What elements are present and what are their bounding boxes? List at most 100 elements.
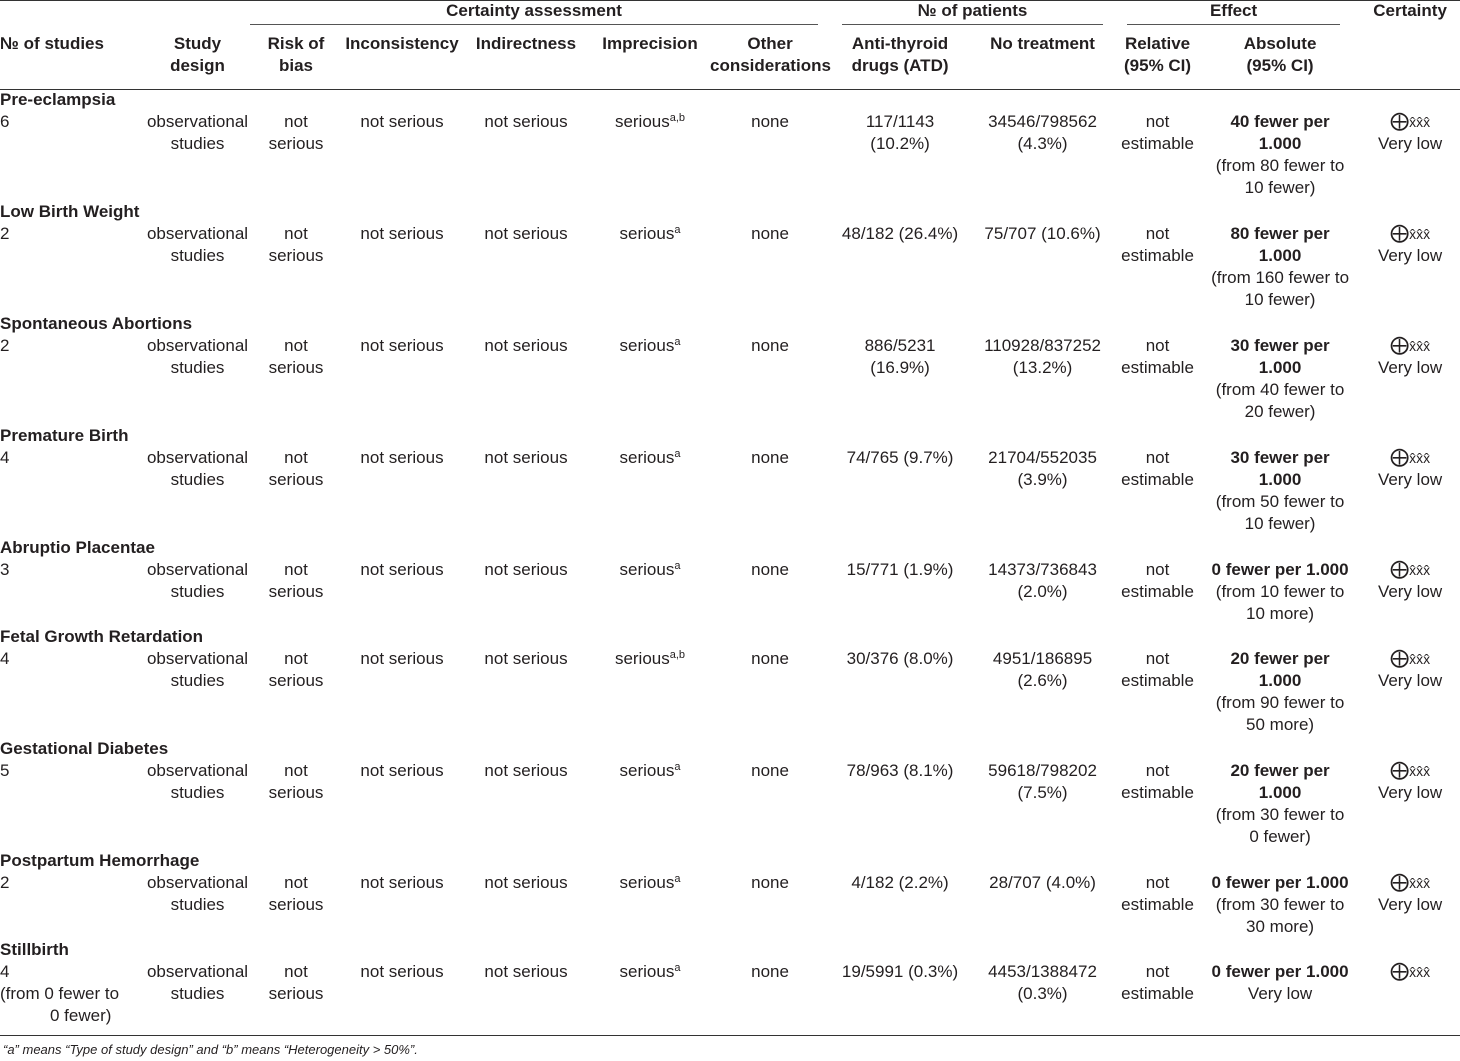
table-row: 5 observational studies not serious not serio… [0,760,1460,850]
cell-studies: 4 [0,649,10,668]
cell-no-treatment: 110928/837252 (13.2%) [984,336,1101,377]
cell-inconsistency: not serious [360,336,444,355]
cell-relative: not estimable [1121,560,1194,601]
cell-certainty: ⨁x̂x̂x̂ Very low [1360,335,1460,425]
certainty-label: Very low [1377,246,1443,265]
table-row: 4 observational studies not serious not serio… [0,447,1460,537]
outcome-title: Pre-eclampsia [0,90,116,109]
outcome-title: Premature Birth [0,426,129,445]
cell-relative: not estimable [1121,962,1194,1003]
certainty-label: Very low [1377,895,1443,914]
cell-imprecision: seriousa [619,560,681,579]
outcome-title: Spontaneous Abortions [0,314,193,333]
cell-anti-thyroid-drugs: 4/182 (2.2%) [851,873,949,892]
group-patients: № of patients [830,0,1115,33]
outcome-title-row: Pre-eclampsia [0,89,1460,111]
cell-studies: 2 [0,224,10,243]
table-row: 3 observational studies not serious not serio… [0,559,1460,626]
cell-certainty: ⨁x̂x̂x̂ Very low [1360,760,1460,850]
outcome-title: Stillbirth [0,940,69,959]
cell-study-design: observational studies [146,962,249,1003]
cell-studies: 4 [0,448,10,467]
cell-certainty: ⨁x̂x̂x̂ Very low [1360,872,1460,939]
cell-anti-thyroid-drugs: 19/5991 (0.3%) [841,962,959,981]
col-inconsistency: Inconsistency [345,34,459,53]
certainty-label: Very low [1377,783,1443,802]
cell-inconsistency: not serious [360,560,444,579]
cell-risk-of-bias: not serious [268,560,324,601]
cell-study-design: observational studies [146,649,249,690]
outcome-title-row: Fetal Growth Retardation [0,626,1460,648]
cell-imprecision: seriousa [619,873,681,892]
outcome-title-row: Stillbirth [0,939,1460,961]
cell-other-considerations: none [751,560,789,579]
imprecision-superscript: a [674,761,681,773]
cell-study-design: observational studies [146,560,249,601]
cell-imprecision: seriousa [619,761,681,780]
table-body: Pre-eclampsia 6 observational studies not ser… [0,89,1460,1028]
cell-relative: not estimable [1121,224,1194,265]
cell-imprecision: seriousa [619,962,681,981]
col-relative: Relative (95% CI) [1124,34,1192,75]
cell-no-treatment: 4951/186895 (2.6%) [992,649,1093,690]
cell-other-considerations: none [751,761,789,780]
cell-indirectness: not serious [484,761,568,780]
cell-certainty: ⨁x̂x̂x̂ Very low [1360,559,1460,626]
cell-study-design: observational studies [146,448,249,489]
cell-absolute: 0 fewer per 1.000 (from 30 fewer to 30 mor… [1211,873,1349,936]
table-row: 4 (from 0 fewer to 0 fewer) observational st… [0,961,1460,1028]
cell-inconsistency: not serious [360,873,444,892]
cell-risk-of-bias: not serious [268,761,324,802]
cell-anti-thyroid-drugs: 117/1143 (10.2%) [865,112,935,153]
cell-indirectness: not serious [484,112,568,131]
imprecision-superscript: a,b [669,649,686,661]
cell-anti-thyroid-drugs: 886/5231 (16.9%) [864,336,936,377]
cell-relative: not estimable [1121,873,1194,914]
col-other-considerations: Other considerations [710,34,831,75]
certainty-very-low-icon: ⨁x̂x̂x̂ [1390,872,1431,893]
cell-other-considerations: none [751,112,789,131]
cell-risk-of-bias: not serious [268,336,324,377]
certainty-very-low-icon: ⨁x̂x̂x̂ [1390,111,1431,132]
cell-risk-of-bias: not serious [268,224,324,265]
cell-studies: 2 [0,336,10,355]
cell-certainty: ⨁x̂x̂x̂ Very low [1360,648,1460,738]
cell-relative: not estimable [1121,112,1194,153]
cell-studies: 5 [0,761,10,780]
outcome-title: Low Birth Weight [0,202,140,221]
cell-studies: 4 (from 0 fewer to 0 fewer) [0,962,120,1025]
outcome-title: Postpartum Hemorrhage [0,851,200,870]
certainty-very-low-icon: ⨁x̂x̂x̂ [1390,559,1431,580]
cell-risk-of-bias: not serious [268,873,324,914]
cell-no-treatment: 34546/798562 (4.3%) [988,112,1097,153]
cell-anti-thyroid-drugs: 48/182 (26.4%) [841,224,959,243]
cell-absolute: 20 fewer per 1.000 (from 90 fewer to 50 mor… [1215,649,1345,734]
outcome-title-row: Low Birth Weight [0,201,1460,223]
outcome-title-row: Spontaneous Abortions [0,313,1460,335]
cell-study-design: observational studies [146,873,249,914]
cell-relative: not estimable [1121,336,1194,377]
certainty-very-low-icon: ⨁x̂x̂x̂ [1390,648,1431,669]
cell-absolute: 20 fewer per 1.000 (from 30 fewer to 0 fewe… [1215,761,1345,846]
cell-study-design: observational studies [146,112,249,153]
cell-studies: 3 [0,560,10,579]
grade-evidence-table: Certainty assessment № of patients Effec… [0,0,1460,1028]
table-header-rule [0,89,1460,90]
cell-study-design: observational studies [146,336,249,377]
cell-risk-of-bias: not serious [268,112,324,153]
cell-imprecision: seriousa,b [614,112,686,131]
cell-inconsistency: not serious [360,112,444,131]
cell-imprecision: seriousa [619,224,681,243]
cell-relative: not estimable [1121,649,1194,690]
group-effect: Effect [1115,0,1360,33]
table-row: 6 observational studies not serious not serio… [0,111,1460,201]
imprecision-superscript: a [674,962,681,974]
certainty-label: Very low [1377,582,1443,601]
cell-risk-of-bias: not serious [268,649,324,690]
certainty-very-low-icon: ⨁x̂x̂x̂ [1390,447,1431,468]
cell-imprecision: seriousa [619,448,681,467]
cell-risk-of-bias: not serious [268,448,324,489]
cell-absolute: 0 fewer per 1.000 Very low [1211,962,1349,1003]
cell-indirectness: not serious [484,962,568,981]
imprecision-superscript: a [674,873,681,885]
